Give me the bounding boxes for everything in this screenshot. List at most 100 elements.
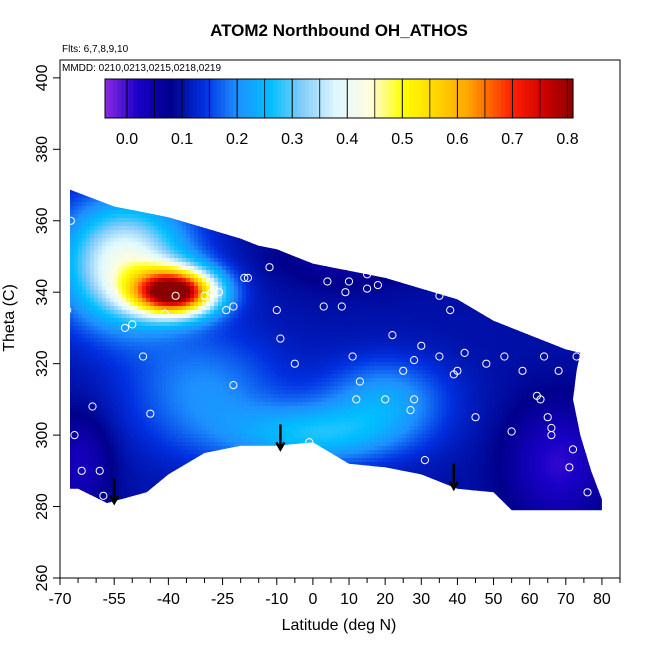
heatmap-cell	[302, 206, 307, 211]
heatmap-cell	[182, 198, 187, 203]
heatmap-cell	[86, 230, 91, 235]
heatmap-cell	[454, 246, 459, 251]
heatmap-cell	[382, 286, 387, 291]
heatmap-cell	[562, 246, 567, 251]
heatmap-cell	[74, 302, 79, 307]
heatmap-cell	[98, 286, 103, 291]
heatmap-cell	[330, 266, 335, 271]
heatmap-cell	[226, 190, 231, 195]
heatmap-cell	[526, 182, 531, 187]
heatmap-cell	[546, 214, 551, 219]
heatmap-cell	[562, 258, 567, 263]
heatmap-cell	[478, 278, 483, 283]
heatmap-cell	[438, 170, 443, 175]
heatmap-cell	[566, 182, 571, 187]
heatmap-cell	[258, 234, 263, 239]
heatmap-cell	[270, 198, 275, 203]
heatmap-cell	[94, 258, 99, 263]
heatmap-cell	[230, 234, 235, 239]
heatmap-cell	[174, 234, 179, 239]
heatmap-cell	[502, 174, 507, 179]
heatmap-cell	[346, 314, 351, 319]
heatmap-cell	[606, 294, 611, 299]
heatmap-cell	[546, 302, 551, 307]
heatmap-cell	[102, 290, 107, 295]
heatmap-cell	[278, 302, 283, 307]
heatmap-cell	[602, 242, 607, 247]
heatmap-cell	[442, 286, 447, 291]
heatmap-cell	[390, 238, 395, 243]
heatmap-cell	[602, 218, 607, 223]
heatmap-cell	[610, 202, 615, 207]
heatmap-cell	[550, 170, 555, 175]
heatmap-cell	[482, 194, 487, 199]
heatmap-cell	[302, 262, 307, 267]
heatmap-cell	[122, 190, 127, 195]
heatmap-cell	[554, 250, 559, 255]
heatmap-cell	[506, 250, 511, 255]
heatmap-cell	[78, 194, 83, 199]
heatmap-cell	[254, 282, 259, 287]
heatmap-cell	[502, 282, 507, 287]
heatmap-cell	[510, 170, 515, 175]
heatmap-cell	[502, 242, 507, 247]
heatmap-cell	[182, 206, 187, 211]
heatmap-cell	[238, 190, 243, 195]
heatmap-cell	[82, 262, 87, 267]
heatmap-cell	[198, 286, 203, 291]
heatmap-cell	[426, 274, 431, 279]
heatmap-cell	[102, 250, 107, 255]
heatmap-cell	[378, 278, 383, 283]
heatmap-cell	[170, 262, 175, 267]
heatmap-cell	[282, 202, 287, 207]
heatmap-cell	[562, 238, 567, 243]
heatmap-cell	[514, 238, 519, 243]
heatmap-cell	[318, 270, 323, 275]
heatmap-cell	[322, 198, 327, 203]
heatmap-cell	[454, 298, 459, 303]
heatmap-cell	[410, 258, 415, 263]
heatmap-cell	[606, 190, 611, 195]
heatmap-cell	[94, 234, 99, 239]
heatmap-cell	[582, 182, 587, 187]
heatmap-cell	[246, 206, 251, 211]
heatmap-cell	[478, 182, 483, 187]
heatmap-cell	[82, 242, 87, 247]
heatmap-cell	[506, 182, 511, 187]
heatmap-cell	[90, 214, 95, 219]
heatmap-cell	[70, 202, 75, 207]
heatmap-cell	[226, 290, 231, 295]
heatmap-cell	[134, 270, 139, 275]
heatmap-cell	[486, 250, 491, 255]
heatmap-cell	[294, 202, 299, 207]
heatmap-cell	[82, 182, 87, 187]
heatmap-cell	[286, 250, 291, 255]
heatmap-cell	[474, 206, 479, 211]
heatmap-cell	[566, 274, 571, 279]
heatmap-cell	[218, 262, 223, 267]
heatmap-cell	[458, 310, 463, 315]
heatmap-cell	[162, 262, 167, 267]
heatmap-cell	[410, 254, 415, 259]
heatmap-cell	[234, 310, 239, 315]
heatmap-cell	[310, 278, 315, 283]
heatmap-cell	[134, 190, 139, 195]
heatmap-cell	[274, 206, 279, 211]
heatmap-cell	[462, 198, 467, 203]
heatmap-cell	[494, 242, 499, 247]
heatmap-cell	[534, 298, 539, 303]
heatmap-cell	[362, 222, 367, 227]
heatmap-cell	[230, 214, 235, 219]
heatmap-cell	[546, 286, 551, 291]
heatmap-cell	[94, 214, 99, 219]
heatmap-cell	[282, 290, 287, 295]
heatmap-cell	[270, 314, 275, 319]
heatmap-cell	[310, 194, 315, 199]
heatmap-cell	[310, 298, 315, 303]
heatmap-cell	[82, 222, 87, 227]
heatmap-cell	[390, 262, 395, 267]
heatmap-cell	[194, 210, 199, 215]
heatmap-cell	[226, 238, 231, 243]
heatmap-cell	[122, 290, 127, 295]
heatmap-cell	[286, 234, 291, 239]
